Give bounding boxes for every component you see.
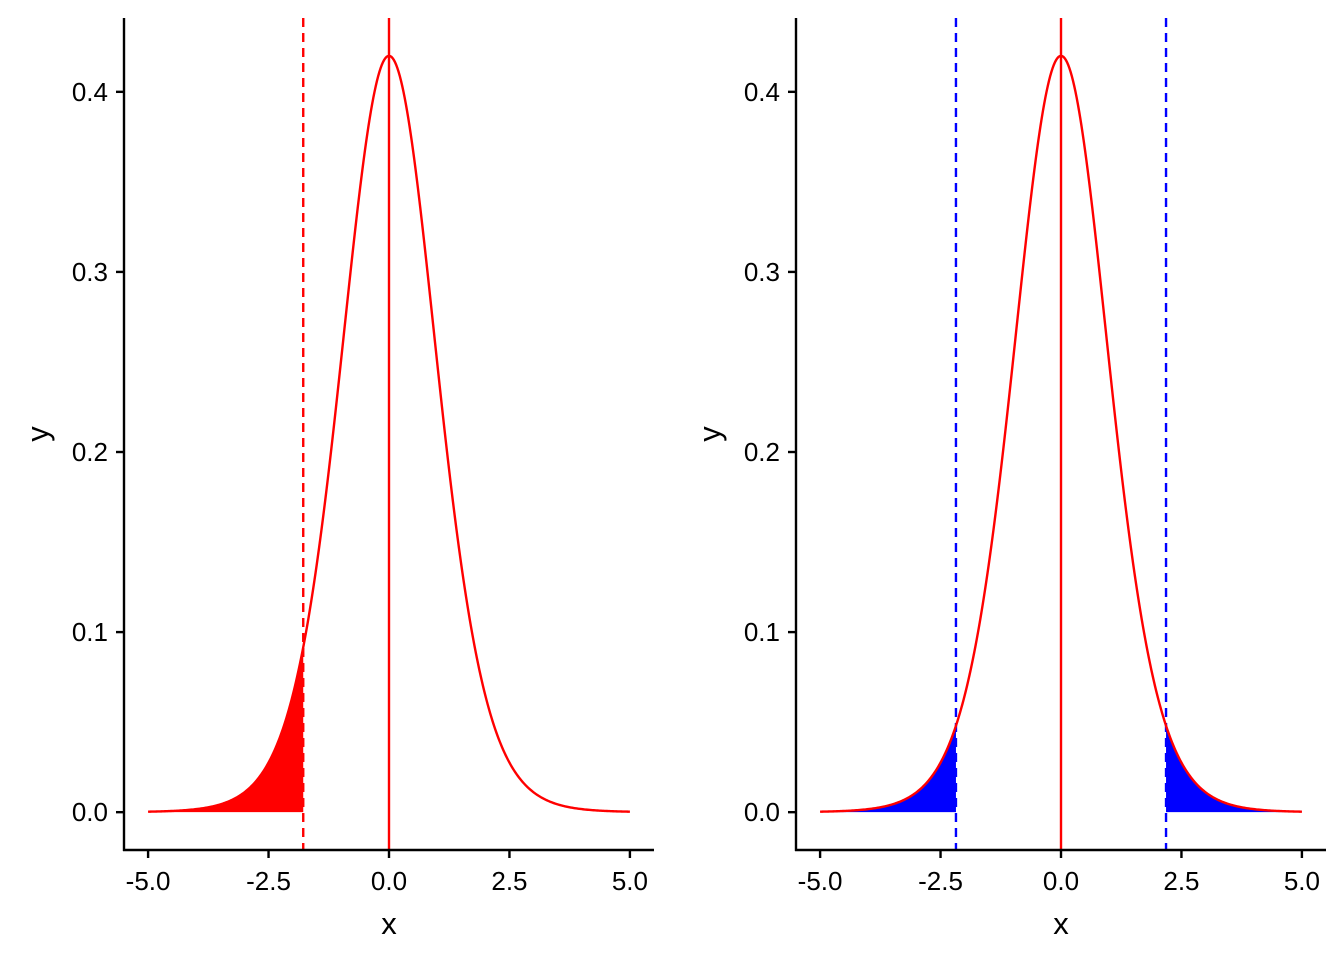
- x-axis-title: x: [381, 906, 397, 941]
- shaded-tail-region-1: [148, 647, 304, 813]
- y-tick-label: 0.4: [744, 77, 780, 107]
- x-tick-label: -5.0: [798, 866, 843, 896]
- y-tick-label: 0.4: [72, 77, 108, 107]
- shaded-tail-region-2: [1166, 725, 1302, 813]
- y-tick-label: 0.0: [744, 797, 780, 827]
- y-tick-label: 0.2: [744, 437, 780, 467]
- y-tick-label: 0.2: [72, 437, 108, 467]
- y-axis-title: y: [20, 426, 55, 442]
- x-tick-label: 0.0: [371, 866, 407, 896]
- x-tick-label: -2.5: [918, 866, 963, 896]
- x-tick-label: 5.0: [612, 866, 648, 896]
- y-tick-label: 0.3: [744, 257, 780, 287]
- x-tick-label: -5.0: [126, 866, 171, 896]
- y-tick-label: 0.0: [72, 797, 108, 827]
- shaded-tail-region-1: [820, 725, 956, 813]
- y-tick-label: 0.3: [72, 257, 108, 287]
- y-tick-label: 0.1: [744, 617, 780, 647]
- right-panel: -5.0 -2.5 0.0 2.5 5.0 0.0 0.1 0.2 0.3 0.4 x y: [692, 18, 1326, 941]
- x-tick-label: -2.5: [246, 866, 291, 896]
- x-tick-label: 0.0: [1043, 866, 1079, 896]
- x-axis-title: x: [1053, 906, 1069, 941]
- density-curve: [148, 54, 630, 813]
- x-tick-label: 5.0: [1284, 866, 1320, 896]
- x-tick-label: 2.5: [491, 866, 527, 896]
- density-curve: [820, 54, 1302, 813]
- y-axis-title: y: [692, 426, 727, 442]
- x-tick-label: 2.5: [1163, 866, 1199, 896]
- y-tick-label: 0.1: [72, 617, 108, 647]
- left-panel: -5.0 -2.5 0.0 2.5 5.0 0.0 0.1 0.2 0.3 0.4 x y: [20, 18, 654, 941]
